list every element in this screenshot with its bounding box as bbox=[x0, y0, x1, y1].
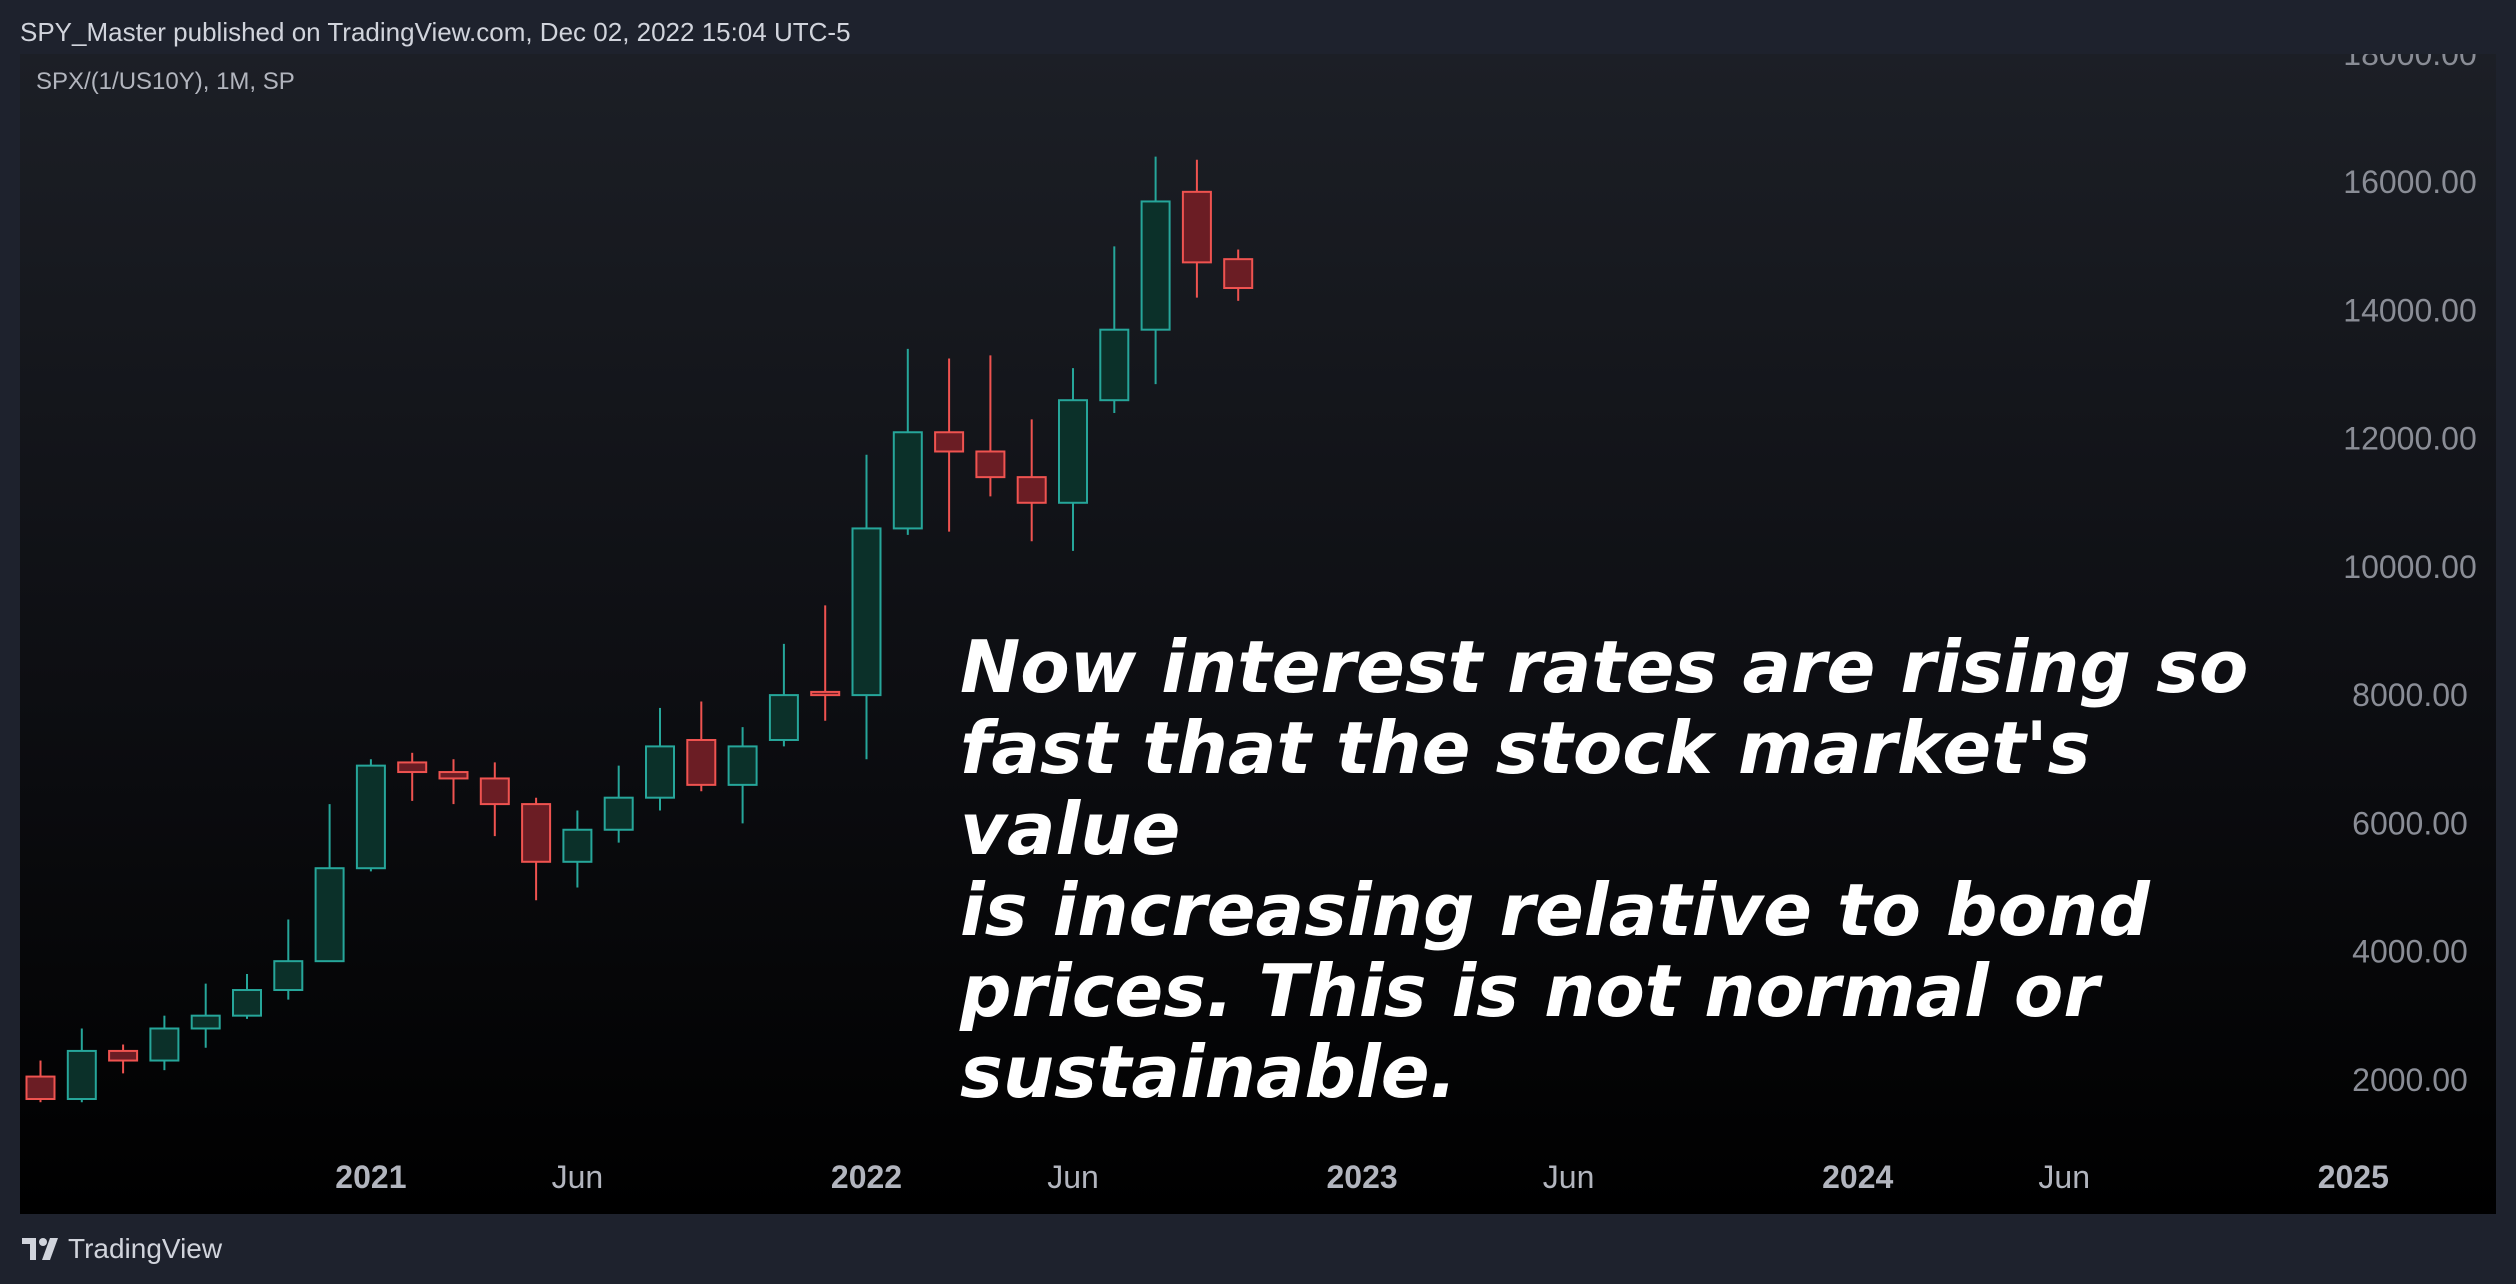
candle-2022-09[interactable] bbox=[1181, 159, 1212, 298]
candle-body bbox=[1223, 258, 1254, 290]
y-tick-label: 12000.00 bbox=[2343, 421, 2476, 457]
candle-2021-09[interactable] bbox=[686, 701, 717, 792]
x-tick-label: 2024 bbox=[1822, 1159, 1893, 1195]
candle-body bbox=[355, 764, 386, 870]
candle-body bbox=[479, 777, 510, 806]
candle-body bbox=[892, 431, 923, 530]
tradingview-logo-icon bbox=[22, 1238, 58, 1260]
candle-2021-04[interactable] bbox=[479, 762, 510, 837]
x-tick-label: Jun bbox=[552, 1159, 604, 1195]
candle-body bbox=[768, 694, 799, 741]
candle-body bbox=[1099, 328, 1130, 402]
candle-body bbox=[438, 771, 469, 780]
candle-body bbox=[521, 803, 552, 863]
candle-2020-11[interactable] bbox=[273, 919, 304, 1000]
y-tick-label: 14000.00 bbox=[2343, 292, 2476, 328]
candle-2020-09[interactable] bbox=[190, 983, 221, 1048]
candle-body bbox=[25, 1075, 56, 1101]
candle-2022-06[interactable] bbox=[1058, 368, 1088, 551]
candle-body bbox=[934, 431, 965, 453]
candle-2020-05[interactable] bbox=[25, 1060, 56, 1103]
candle-body bbox=[1016, 476, 1047, 504]
y-tick-label: 18000.00 bbox=[2343, 54, 2476, 72]
candle-2020-08[interactable] bbox=[149, 1015, 180, 1071]
candle-2021-08[interactable] bbox=[645, 707, 675, 811]
candle-2020-07[interactable] bbox=[108, 1044, 139, 1074]
y-tick-label: 2000.00 bbox=[2352, 1062, 2468, 1098]
candle-2022-04[interactable] bbox=[975, 355, 1006, 497]
footer: TradingView bbox=[20, 1229, 222, 1269]
candle-body bbox=[603, 796, 634, 831]
tradingview-brand: TradingView bbox=[68, 1233, 223, 1264]
symbol-legend: SPX/(1/US10Y), 1M, SP bbox=[36, 68, 295, 95]
candle-2022-02[interactable] bbox=[892, 348, 923, 535]
candle-body bbox=[232, 989, 262, 1017]
y-tick-label: 8000.00 bbox=[2352, 677, 2468, 713]
candlestick-chart[interactable]: 18000.00 16000.00 14000.00 12000.00 10000.00… bbox=[20, 54, 2496, 1214]
candle-body bbox=[1058, 399, 1088, 504]
y-tick-label: 10000.00 bbox=[2343, 549, 2476, 585]
candle-2022-08[interactable] bbox=[1140, 156, 1171, 385]
candle-body bbox=[645, 745, 675, 799]
candle-2021-05[interactable] bbox=[521, 797, 552, 901]
y-tick-label: 4000.00 bbox=[2352, 934, 2468, 970]
candle-2020-12[interactable] bbox=[314, 804, 345, 963]
candle-body bbox=[1181, 190, 1212, 264]
candle-body bbox=[686, 738, 717, 786]
candle-body bbox=[273, 960, 304, 992]
candle-body bbox=[66, 1049, 97, 1101]
y-tick-label: 6000.00 bbox=[2352, 805, 2468, 841]
candle-body bbox=[1140, 200, 1171, 331]
candle-body bbox=[975, 450, 1006, 479]
candle-2021-01[interactable] bbox=[355, 759, 386, 872]
candle-2021-02[interactable] bbox=[397, 752, 428, 801]
candle-body bbox=[149, 1027, 180, 1062]
y-tick-label: 16000.00 bbox=[2343, 164, 2476, 200]
x-tick-label: 2023 bbox=[1327, 1159, 1398, 1195]
candle-2022-10[interactable] bbox=[1223, 249, 1254, 301]
candle-2022-07[interactable] bbox=[1099, 246, 1130, 414]
candle-2022-03[interactable] bbox=[934, 358, 965, 532]
candle-body bbox=[190, 1014, 221, 1030]
candle-body bbox=[810, 690, 841, 697]
candle-body bbox=[397, 761, 428, 774]
candle-2020-10[interactable] bbox=[232, 973, 262, 1019]
candle-body bbox=[562, 828, 593, 863]
candle-body bbox=[314, 867, 345, 963]
x-tick-label: Jun bbox=[1543, 1159, 1595, 1195]
candle-2022-01[interactable] bbox=[851, 454, 882, 760]
candle-2021-06[interactable] bbox=[562, 810, 593, 888]
candle-2021-11[interactable] bbox=[768, 643, 799, 747]
candle-2021-10[interactable] bbox=[727, 727, 758, 824]
candle-body bbox=[851, 527, 882, 697]
candle-2021-07[interactable] bbox=[603, 765, 634, 843]
candle-2021-12[interactable] bbox=[810, 605, 841, 721]
candle-body bbox=[108, 1049, 139, 1062]
x-tick-label: Jun bbox=[2038, 1159, 2090, 1195]
x-tick-label: 2025 bbox=[2318, 1159, 2389, 1195]
annotation-text: Now interest rates are rising so fast th… bbox=[960, 625, 2249, 1114]
candle-body bbox=[727, 745, 758, 786]
publish-info: SPY_Master published on TradingView.com,… bbox=[20, 17, 851, 47]
candle-2020-06[interactable] bbox=[66, 1028, 97, 1103]
x-tick-label: 2021 bbox=[335, 1159, 406, 1195]
x-tick-label: Jun bbox=[1047, 1159, 1099, 1195]
candle-2022-05[interactable] bbox=[1016, 419, 1047, 542]
candle-2021-03[interactable] bbox=[438, 759, 469, 805]
chart-panel[interactable]: 18000.00 16000.00 14000.00 12000.00 10000.00… bbox=[20, 54, 2496, 1214]
x-tick-label: 2022 bbox=[831, 1159, 902, 1195]
